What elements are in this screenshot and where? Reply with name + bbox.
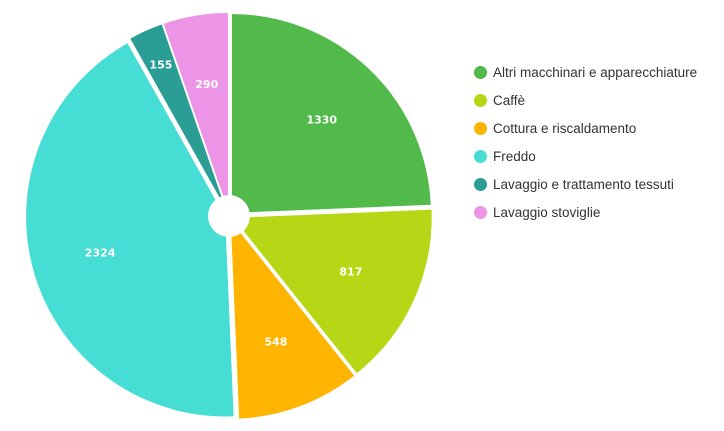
legend-swatch <box>474 93 487 107</box>
pie-slice[interactable] <box>128 23 229 214</box>
legend-label: Cottura e riscaldamento <box>493 120 637 136</box>
slice-value-label: 2324 <box>85 247 116 260</box>
legend-item[interactable]: Lavaggio e trattamento tessuti <box>474 170 697 198</box>
legend-label: Altri macchinari e apparecchiature <box>493 64 698 80</box>
pie-slice[interactable] <box>162 12 229 213</box>
slice-value-label: 290 <box>195 78 218 91</box>
legend-label: Freddo <box>493 148 536 164</box>
donut-hole <box>208 195 250 237</box>
legend-label: Lavaggio e trattamento tessuti <box>493 176 674 192</box>
legend-swatch <box>474 65 487 79</box>
pie-slice[interactable] <box>231 208 433 375</box>
legend-item[interactable]: Freddo <box>474 142 697 170</box>
legend-item[interactable]: Caffè <box>474 86 697 114</box>
slice-value-label: 155 <box>149 59 172 72</box>
pie-slice[interactable] <box>230 12 432 214</box>
pie-slice[interactable] <box>25 41 235 418</box>
legend-swatch <box>474 177 487 191</box>
slice-value-label: 1330 <box>306 113 337 126</box>
pie-slice[interactable] <box>229 217 356 420</box>
legend-item[interactable]: Cottura e riscaldamento <box>474 114 697 142</box>
legend-label: Caffè <box>493 92 526 108</box>
slice-value-label: 817 <box>339 266 362 279</box>
legend-swatch <box>474 205 487 219</box>
legend-swatch <box>474 121 487 135</box>
legend-item[interactable]: Lavaggio stoviglie <box>474 198 697 226</box>
slice-value-label: 548 <box>264 336 287 349</box>
legend-label: Lavaggio stoviglie <box>493 204 601 220</box>
legend: Altri macchinari e apparecchiature Caffè C… <box>474 58 697 226</box>
legend-item[interactable]: Altri macchinari e apparecchiature <box>474 58 697 86</box>
legend-swatch <box>474 149 487 163</box>
